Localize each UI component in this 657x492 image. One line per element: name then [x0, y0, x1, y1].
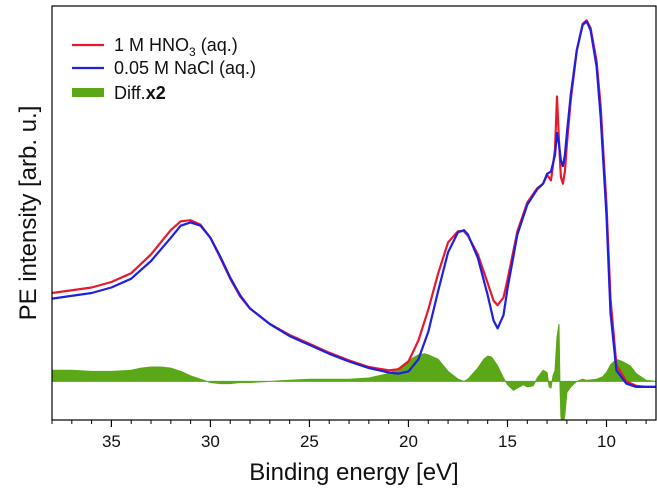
legend-label-hno3: 1 M HNO3 (aq.) [114, 35, 238, 59]
x-axis-title: Binding energy [eV] [249, 459, 458, 486]
x-tick-label: 30 [201, 432, 220, 451]
x-axis: 35 30 25 20 15 10 [51, 420, 647, 451]
x-tick-label: 35 [102, 432, 121, 451]
legend-label-diff: Diff.x2 [114, 83, 166, 103]
series-diff [52, 323, 656, 420]
series-nacl [52, 20, 656, 388]
y-axis-title: PE intensity [arb. u.] [15, 106, 42, 321]
legend: 1 M HNO3 (aq.) 0.05 M NaCl (aq.) Diff.x2 [72, 35, 256, 103]
legend-swatch-diff [72, 88, 104, 97]
x-tick-label: 25 [300, 432, 319, 451]
x-tick-label: 15 [498, 432, 517, 451]
x-tick-label: 10 [597, 432, 616, 451]
x-tick-label: 20 [399, 432, 418, 451]
legend-label-nacl: 0.05 M NaCl (aq.) [114, 58, 256, 78]
series-layer [52, 19, 656, 420]
plot-frame [51, 5, 657, 421]
